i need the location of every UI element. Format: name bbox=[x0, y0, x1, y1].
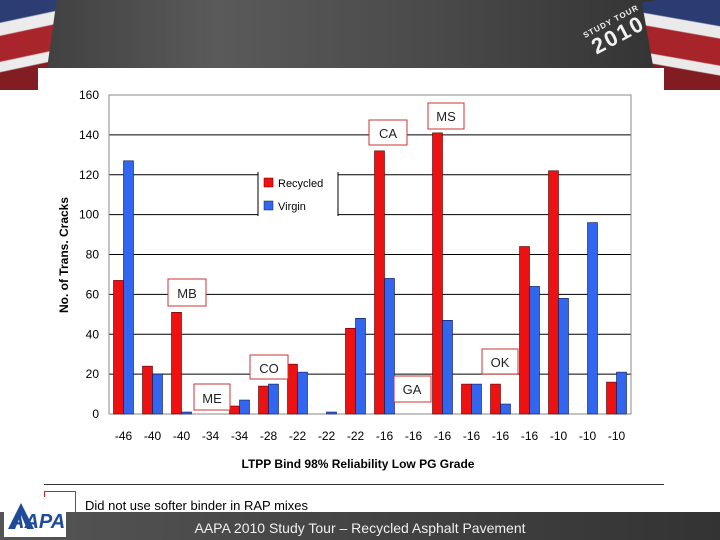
bar-virgin-5 bbox=[268, 383, 279, 415]
bar-virgin-12 bbox=[471, 383, 482, 415]
bar-recycled-14 bbox=[519, 246, 530, 415]
y-axis-label: No. of Trans. Cracks bbox=[57, 197, 71, 313]
y-tick-label: 100 bbox=[79, 208, 99, 222]
annotation-ok-label: OK bbox=[491, 355, 510, 370]
x-tick-label: -16 bbox=[376, 429, 394, 443]
annotation-ca-box bbox=[368, 119, 408, 146]
annotation-ok-box bbox=[481, 348, 519, 375]
bar-recycled-4 bbox=[229, 405, 240, 415]
bar-virgin-4 bbox=[239, 399, 250, 415]
bar-recycled-15 bbox=[548, 170, 559, 415]
bar-virgin-14 bbox=[529, 286, 540, 415]
x-tick-label: -40 bbox=[144, 429, 162, 443]
bar-recycled-5 bbox=[258, 385, 269, 415]
bar-recycled-13 bbox=[490, 383, 501, 415]
x-tick-label: -34 bbox=[202, 429, 220, 443]
divider-line bbox=[44, 484, 664, 485]
annotation-co-label: CO bbox=[259, 361, 279, 376]
x-tick-label: -16 bbox=[463, 429, 481, 443]
bar-virgin-8 bbox=[355, 318, 366, 415]
annotation-me-box bbox=[193, 383, 231, 411]
x-tick-label: -40 bbox=[173, 429, 191, 443]
x-tick-label: -28 bbox=[260, 429, 278, 443]
x-tick-label: -34 bbox=[231, 429, 249, 443]
legend-label-recycled: Recycled bbox=[278, 178, 323, 190]
y-tick-label: 80 bbox=[86, 248, 100, 262]
annotation-ms: MS bbox=[427, 102, 465, 130]
chart-bars bbox=[113, 132, 627, 415]
annotation-ga: GA bbox=[393, 375, 432, 403]
bar-recycled-6 bbox=[287, 363, 298, 415]
x-tick-label: -22 bbox=[318, 429, 336, 443]
x-tick-label: -10 bbox=[608, 429, 626, 443]
bar-virgin-16 bbox=[587, 222, 598, 415]
x-tick-label: -46 bbox=[115, 429, 133, 443]
legend: Recycled Virgin bbox=[257, 172, 339, 216]
legend-swatch-virgin bbox=[263, 200, 274, 211]
annotation-me: ME bbox=[193, 383, 231, 411]
annotation-ms-box bbox=[427, 102, 465, 130]
aapa-logo: AAPA bbox=[4, 497, 66, 537]
bar-recycled-11 bbox=[432, 132, 443, 415]
x-tick-label: -22 bbox=[347, 429, 365, 443]
annotation-ga-box bbox=[393, 375, 432, 403]
annotation-mb-box bbox=[167, 278, 207, 307]
bar-virgin-7 bbox=[326, 411, 337, 415]
x-tick-label: -16 bbox=[521, 429, 539, 443]
annotation-mb-label: MB bbox=[177, 286, 197, 301]
bar-virgin-15 bbox=[558, 298, 569, 415]
x-axis-ticks: -46 -40 -40 -34 -34 -28 -22 -22 -22 -16 -16 -16 -16-… bbox=[115, 429, 626, 443]
footer-bar bbox=[0, 512, 720, 540]
legend-label-virgin: Virgin bbox=[278, 201, 306, 213]
chart-panel: 0 20 40 60 80 100 120 140 160 -46 -40 -40 -34 -34 -28… bbox=[38, 68, 664, 473]
plot-area-frame bbox=[108, 94, 632, 415]
bar-chart: 0 20 40 60 80 100 120 140 160 -46 -40 -40 -34 -34 -28… bbox=[57, 88, 632, 471]
annotation-ca: CA bbox=[368, 119, 408, 146]
y-tick-label: 0 bbox=[92, 407, 99, 421]
note-text: Did not use softer binder in RAP mixes bbox=[85, 498, 309, 513]
annotation-co: CO bbox=[249, 354, 289, 380]
annotation-mb: MB bbox=[167, 278, 207, 307]
aapa-mark-icon bbox=[8, 503, 34, 529]
x-tick-label: -16 bbox=[492, 429, 510, 443]
bar-recycled-12 bbox=[461, 383, 472, 415]
y-tick-label: 160 bbox=[79, 88, 99, 102]
y-tick-label: 40 bbox=[86, 327, 100, 341]
annotation-ms-label: MS bbox=[436, 109, 456, 124]
bar-recycled-9 bbox=[374, 150, 385, 415]
footer-title: AAPA 2010 Study Tour – Recycled Asphalt … bbox=[194, 520, 526, 536]
x-tick-label: -22 bbox=[289, 429, 307, 443]
y-tick-label: 120 bbox=[79, 168, 99, 182]
bar-virgin-0 bbox=[123, 160, 134, 415]
bar-virgin-9 bbox=[384, 278, 395, 415]
bar-virgin-2 bbox=[181, 411, 192, 415]
y-axis-ticks: 0 20 40 60 80 100 120 140 160 bbox=[79, 88, 99, 421]
x-axis-label: LTPP Bind 98% Reliability Low PG Grade bbox=[242, 457, 475, 471]
x-tick-label: -16 bbox=[405, 429, 423, 443]
bar-virgin-13 bbox=[500, 403, 511, 415]
bar-recycled-2 bbox=[171, 312, 182, 415]
x-tick-label: -10 bbox=[579, 429, 597, 443]
aapa-logo-text: AAPA bbox=[10, 511, 66, 533]
annotation-me-label: ME bbox=[202, 391, 222, 406]
y-tick-label: 60 bbox=[86, 287, 100, 301]
y-tick-label: 20 bbox=[86, 367, 100, 381]
annotation-ok: OK bbox=[481, 348, 519, 375]
legend-swatch-recycled bbox=[263, 177, 274, 188]
bar-recycled-0 bbox=[113, 280, 124, 415]
bar-recycled-17 bbox=[606, 381, 617, 415]
annotation-ga-label: GA bbox=[403, 382, 422, 397]
x-tick-label: -10 bbox=[550, 429, 568, 443]
x-tick-label: -16 bbox=[434, 429, 452, 443]
annotation-co-box bbox=[249, 354, 289, 380]
bar-recycled-8 bbox=[345, 327, 356, 415]
bar-recycled-1 bbox=[142, 365, 153, 415]
bar-virgin-6 bbox=[297, 371, 308, 415]
bar-virgin-11 bbox=[442, 319, 453, 415]
bar-virgin-17 bbox=[616, 371, 627, 415]
bar-virgin-1 bbox=[152, 373, 163, 415]
annotation-ca-label: CA bbox=[379, 126, 397, 141]
y-tick-label: 140 bbox=[79, 128, 99, 142]
